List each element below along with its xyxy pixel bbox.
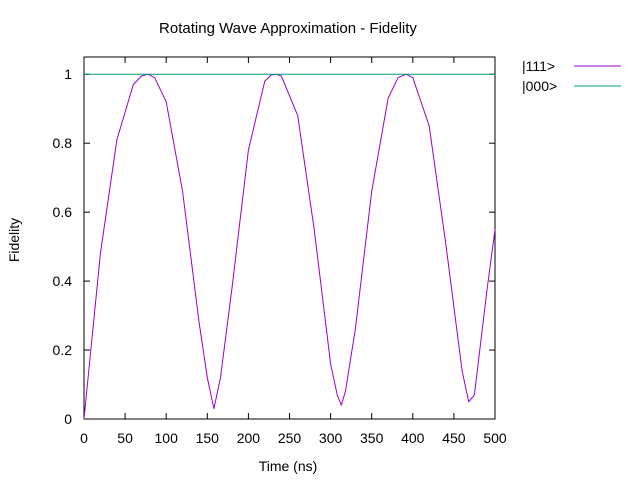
plot-area: 0 50 100 150 200 250 300 350 400 450 500 0 0.2 0.4 0.… [53,56,507,446]
x-tick-label: 150 [196,430,220,446]
x-tick-label: 400 [401,430,425,446]
series-lines [83,73,496,420]
x-tick-label: 50 [117,430,133,446]
plot-frame [83,56,496,420]
y-axis-label: Fidelity [6,218,22,262]
x-tick-label: 250 [278,430,302,446]
y-tick-label: 0.4 [53,273,73,289]
y-tick-label: 0 [64,411,72,427]
y-tick-label: 0.2 [53,342,73,358]
x-tick-label: 0 [80,430,88,446]
x-axis: 0 50 100 150 200 250 300 350 400 450 500 [80,57,507,446]
legend: |111> |000> [522,58,621,94]
y-tick-label: 1 [64,66,72,82]
chart-title: Rotating Wave Approximation - Fidelity [159,20,417,37]
legend-label: |000> [522,78,557,94]
legend-label: |111> [522,58,555,74]
x-tick-label: 450 [442,430,466,446]
y-tick-label: 0.8 [53,135,73,151]
x-tick-label: 100 [155,430,179,446]
x-axis-label: Time (ns) [259,458,318,474]
x-tick-label: 300 [319,430,343,446]
x-tick-label: 500 [483,430,507,446]
y-axis: 0 0.2 0.4 0.6 0.8 1 [53,66,495,427]
x-tick-label: 350 [360,430,384,446]
series-line-111 [83,73,496,420]
x-tick-label: 200 [237,430,261,446]
y-tick-label: 0.6 [53,204,73,220]
